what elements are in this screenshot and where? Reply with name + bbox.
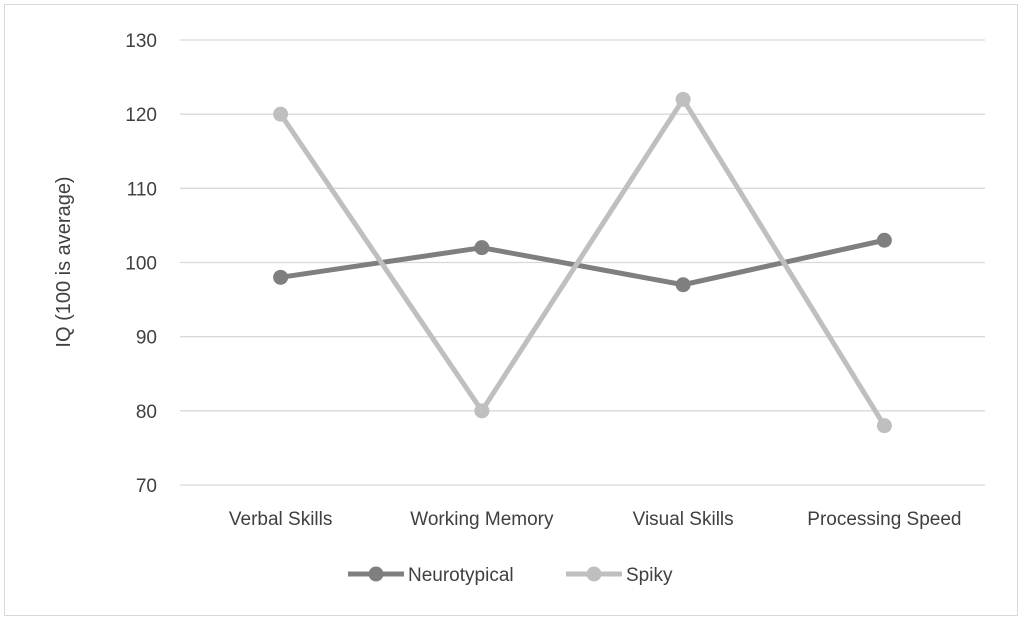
chart-frame: [4, 4, 1018, 616]
x-tick-label: Visual Skills: [633, 509, 734, 530]
y-axis-label: IQ (100 is average): [53, 176, 75, 347]
data-point-neurotypical: [876, 232, 892, 248]
data-point-spiky: [876, 418, 892, 434]
legend-marker-neurotypical: [368, 566, 384, 582]
y-tick-label: 70: [136, 476, 157, 497]
x-axis-tick-labels: Verbal Skills Working Memory Visual Skills…: [229, 509, 962, 530]
legend: Neurotypical Spiky: [348, 565, 673, 586]
legend-label-spiky: Spiky: [626, 565, 673, 586]
x-tick-label: Verbal Skills: [229, 509, 333, 530]
y-axis-tick-labels: 70 80 90 100 110 120 130: [125, 31, 157, 497]
legend-marker-spiky: [586, 566, 602, 582]
legend-label-neurotypical: Neurotypical: [408, 565, 514, 586]
y-tick-label: 80: [136, 402, 157, 423]
data-point-neurotypical: [273, 269, 289, 285]
y-tick-label: 100: [125, 254, 157, 275]
series-line-spiky: [278, 96, 887, 429]
y-tick-label: 90: [136, 328, 157, 349]
series-lines: [273, 91, 892, 434]
gridlines: [180, 39, 985, 486]
data-point-neurotypical: [474, 240, 490, 256]
data-point-spiky: [474, 403, 490, 419]
data-point-neurotypical: [675, 277, 691, 293]
x-tick-label: Working Memory: [410, 509, 554, 530]
y-tick-label: 110: [127, 179, 157, 200]
data-point-spiky: [675, 91, 691, 107]
data-point-spiky: [273, 106, 289, 122]
x-tick-label: Processing Speed: [807, 509, 961, 530]
y-tick-label: 130: [125, 31, 157, 52]
y-tick-label: 120: [125, 105, 157, 126]
